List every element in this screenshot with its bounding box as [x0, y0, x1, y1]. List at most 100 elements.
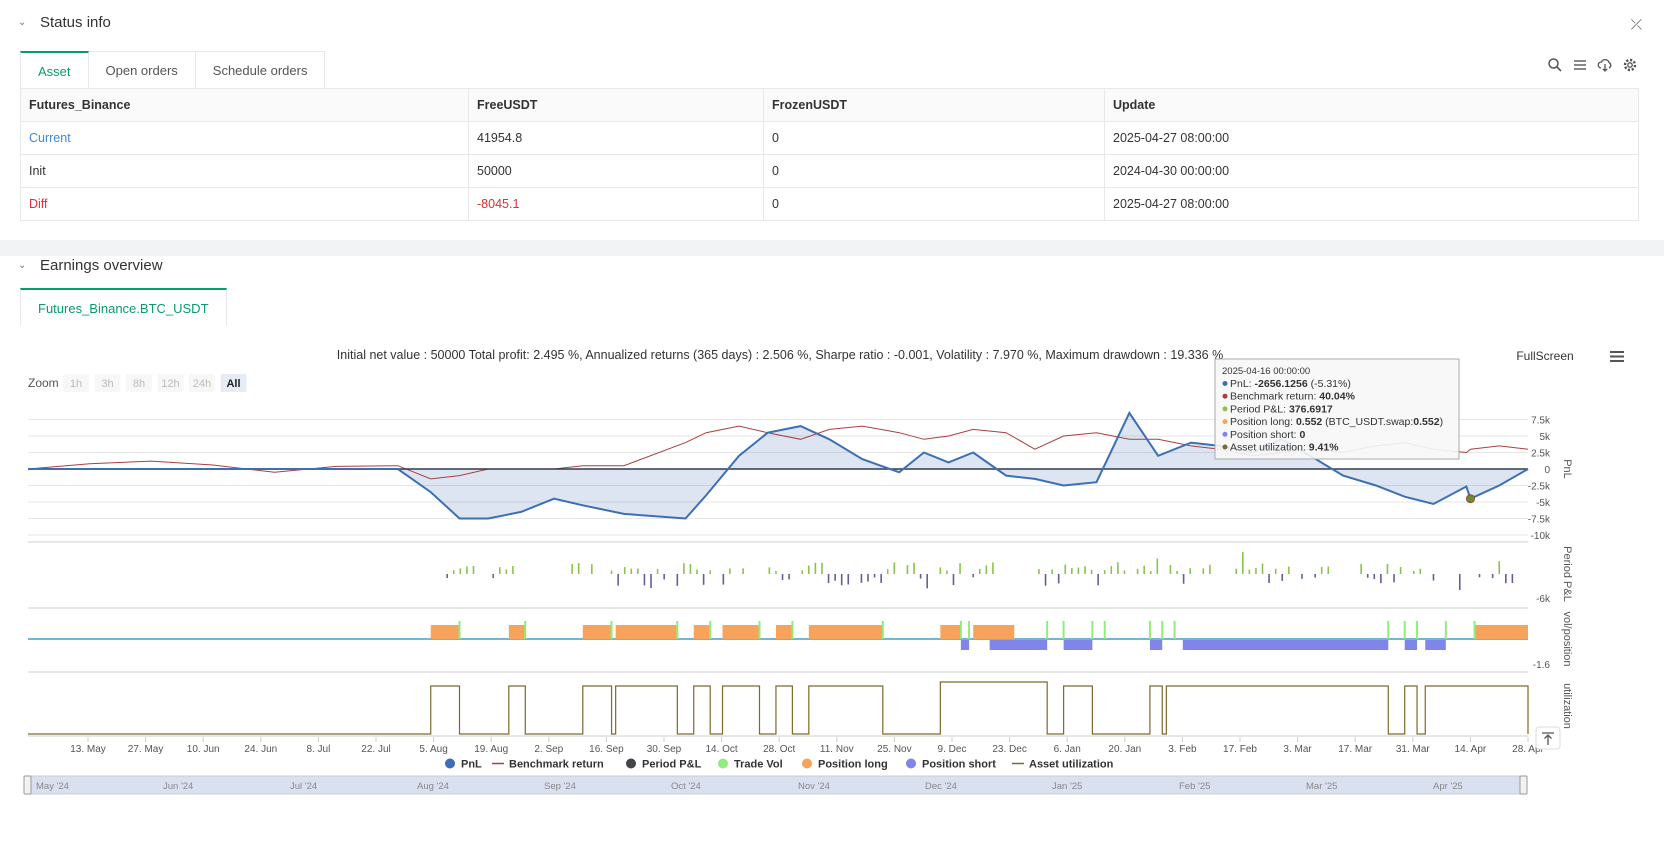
tooltip-dot — [1222, 444, 1228, 450]
period-bar — [1169, 564, 1172, 574]
period-bar — [1419, 568, 1422, 574]
period-bar — [827, 574, 830, 584]
trade-vol-bar — [524, 621, 527, 639]
position-long-block — [693, 625, 711, 639]
tooltip-row: Position short: 0 — [1230, 429, 1305, 441]
period-bar — [1458, 574, 1461, 591]
cloud-download-icon[interactable] — [1597, 57, 1613, 73]
zoom-3h-button[interactable]: 3h — [94, 374, 121, 392]
gear-icon[interactable] — [1622, 57, 1638, 73]
period-bar — [1123, 570, 1126, 574]
tooltip-row: Position long: 0.552 (BTC_USDT.swap:0.55… — [1230, 416, 1443, 428]
position-long-block — [775, 625, 793, 639]
tab-open-orders[interactable]: Open orders — [88, 51, 196, 89]
navigator-label: Dec '24 — [925, 781, 957, 792]
period-bar — [689, 563, 692, 574]
pnl-line — [28, 410, 1529, 520]
asset-table: Futures_Binance FreeUSDT FrozenUSDT Upda… — [20, 88, 1639, 221]
status-title[interactable]: ⌄ Status info — [18, 14, 111, 31]
period-bar — [650, 574, 652, 589]
row-label[interactable]: Current — [20, 121, 469, 155]
period-bar — [1511, 574, 1514, 583]
period-axis-label: -6k — [1536, 594, 1551, 605]
earnings-chart[interactable]: Initial net value : 50000 Total profit: … — [0, 256, 1664, 844]
period-bar — [643, 574, 646, 586]
range-navigator[interactable]: May '24 Jun '24 Jul '24 Aug '24 Sep '24 Oct '… — [23, 775, 1528, 795]
period-bar — [893, 562, 896, 574]
row-label: Diff — [20, 187, 469, 221]
navigator-label: May '24 — [36, 781, 69, 792]
period-bar — [808, 565, 810, 574]
chevron-down-icon[interactable]: ⌄ — [18, 17, 27, 28]
navigator-label: Apr '25 — [1433, 781, 1463, 792]
trade-vol-bar — [1091, 621, 1094, 639]
period-bar — [1156, 558, 1159, 574]
list-icon[interactable] — [1572, 57, 1588, 73]
period-bar — [1274, 568, 1277, 574]
period-bar — [1248, 569, 1251, 574]
period-bar — [623, 567, 626, 574]
pnl-axis-label: 7.5k — [1531, 416, 1551, 427]
navigator-handle-left[interactable] — [23, 775, 32, 795]
legend-benchmark-return[interactable]: Benchmark return — [492, 759, 604, 771]
period-bar — [1149, 570, 1152, 574]
tab-asset[interactable]: Asset — [20, 51, 89, 89]
period-bar — [630, 568, 633, 574]
row-label: Init — [20, 154, 469, 188]
fullscreen-button[interactable]: FullScreen — [1516, 349, 1573, 363]
period-bar — [472, 565, 475, 574]
position-long-block — [940, 625, 961, 639]
period-bar — [992, 562, 994, 574]
period-bar — [1412, 570, 1415, 574]
period-bar — [742, 568, 744, 574]
svg-text:All: All — [226, 378, 240, 390]
zoom-1h-button[interactable]: 1h — [63, 374, 89, 392]
search-icon[interactable] — [1547, 57, 1563, 73]
x-tick-label: 28. Apr — [1512, 744, 1544, 755]
legend-asset-utilization[interactable]: Asset utilization — [1012, 759, 1114, 771]
x-tick-label: 30. Sep — [647, 744, 682, 755]
navigator-label: Jul '24 — [290, 781, 317, 792]
navigator-handle-right[interactable] — [1519, 775, 1528, 795]
period-bar — [834, 574, 836, 581]
zoom-24h-button[interactable]: 24h — [189, 374, 215, 392]
period-bar — [1057, 574, 1060, 584]
zoom-12h-button[interactable]: 12h — [157, 374, 184, 392]
chevron-down-icon[interactable]: ⌄ — [18, 259, 27, 271]
period-bar — [1051, 569, 1053, 574]
position-long-block — [615, 625, 678, 639]
tab-btc-usdt[interactable]: Futures_Binance.BTC_USDT — [20, 288, 227, 326]
period-bar — [978, 568, 981, 574]
period-bar — [452, 570, 455, 574]
x-tick-label: 28. Oct — [763, 744, 795, 755]
legend-trade-vol[interactable]: Trade Vol — [718, 758, 783, 771]
menu-icon[interactable] — [1610, 351, 1624, 362]
zoom-8h-button[interactable]: 8h — [126, 374, 152, 392]
period-bar — [722, 574, 725, 585]
x-tick-label: 3. Mar — [1283, 744, 1312, 755]
zoom-All-button[interactable]: All — [220, 374, 247, 392]
pnl-axis-label: -2.5k — [1528, 482, 1551, 493]
legend-period-p-l[interactable]: Period P&L — [626, 758, 702, 771]
position-long-block — [973, 625, 1015, 639]
period-bar — [1478, 574, 1481, 578]
period-bar — [814, 562, 817, 574]
hover-marker — [1465, 494, 1475, 504]
legend-position-short[interactable]: Position short — [906, 758, 996, 771]
legend-pnl[interactable]: PnL — [445, 758, 482, 771]
trade-vol-bar — [1416, 621, 1419, 639]
collapse-icon[interactable]: ⤫ — [1630, 16, 1642, 32]
x-tick-label: 9. Dec — [938, 744, 967, 755]
period-bar — [1366, 574, 1369, 578]
x-tick-label: 22. Jul — [361, 744, 390, 755]
tab-schedule-orders[interactable]: Schedule orders — [195, 51, 326, 89]
trade-vol-bar — [881, 621, 884, 639]
period-bar — [1386, 563, 1389, 574]
scroll-top-button[interactable] — [1535, 726, 1561, 750]
status-toolbar — [1547, 57, 1638, 73]
period-bar — [1117, 562, 1119, 574]
earnings-title[interactable]: ⌄ Earnings overview — [18, 256, 163, 274]
legend-position-long[interactable]: Position long — [802, 758, 888, 771]
position-long-block — [722, 625, 760, 639]
period-bar — [919, 574, 922, 579]
